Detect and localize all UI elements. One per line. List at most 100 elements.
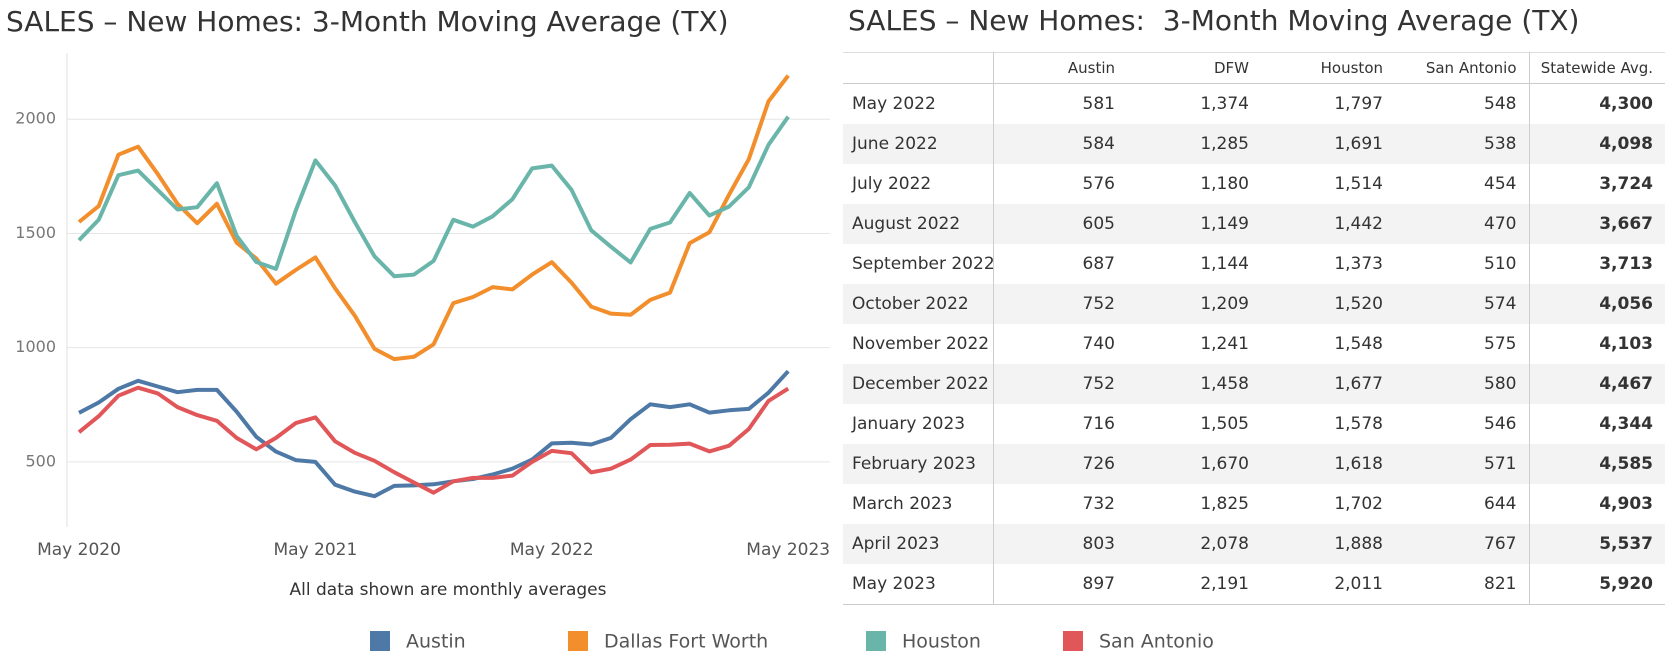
table-row: January 2023 716 1,505 1,578 546 4,344 [843, 404, 1665, 444]
y-tick-label: 1500 [15, 223, 56, 242]
legend-swatch [866, 631, 886, 651]
table-cell: 732 [1082, 494, 1115, 514]
table-cell: 740 [1082, 334, 1115, 354]
row-label: October 2022 [843, 284, 994, 324]
table-cell: 716 [1082, 414, 1115, 434]
table-cell: 3,713 [1528, 244, 1665, 284]
row-label: September 2022 [843, 244, 995, 284]
column-header: San Antonio [1395, 52, 1529, 84]
table-cell: 470 [1395, 204, 1529, 244]
table-row: May 2022 581 1,374 1,797 548 4,300 [843, 83, 1665, 124]
table-cell: 644 [1484, 494, 1517, 514]
table-cell: 571 [1395, 444, 1529, 484]
table-cell: 4,903 [1528, 484, 1665, 524]
row-label: July 2022 [843, 164, 994, 204]
column-header: DFW [1127, 52, 1261, 84]
legend-label: Houston [902, 631, 981, 653]
table-cell: 1,797 [1334, 94, 1383, 114]
table-cell: 1,285 [1127, 124, 1261, 164]
table-cell: 454 [1484, 174, 1517, 194]
table-cell: 584 [993, 124, 1127, 164]
x-tick-label: May 2021 [273, 540, 357, 560]
table-row: October 2022 752 1,209 1,520 574 4,056 [843, 284, 1665, 324]
table-row: September 2022 687 1,144 1,373 510 3,713 [843, 244, 1665, 284]
table-cell: 4,467 [1528, 364, 1665, 404]
column-header: Houston [1261, 52, 1395, 84]
row-label: May 2022 [843, 83, 994, 124]
table-cell: 4,103 [1528, 324, 1665, 364]
annotation: All data shown are monthly averages [290, 580, 607, 600]
x-tick-label: May 2020 [37, 540, 121, 560]
table-cell: 2,191 [1200, 574, 1249, 594]
table-cell: 1,677 [1261, 364, 1395, 404]
table-cell: 4,098 [1528, 124, 1665, 164]
table-row: November 2022 740 1,241 1,548 575 4,103 [843, 324, 1665, 364]
legend-swatch [370, 631, 390, 651]
row-label: December 2022 [843, 364, 994, 404]
x-tick-label: May 2022 [510, 540, 594, 560]
table-row: February 2023 726 1,670 1,618 571 4,585 [843, 444, 1665, 484]
table-cell: 803 [993, 524, 1127, 564]
y-tick-label: 2000 [15, 109, 56, 128]
header-cell [843, 52, 994, 84]
table-cell: 581 [1082, 94, 1115, 114]
table-cell: 1,548 [1334, 334, 1383, 354]
column-header: Austin [993, 52, 1127, 84]
table-cell: 1,670 [1127, 444, 1261, 484]
table-cell: 580 [1395, 364, 1529, 404]
table-row: August 2022 605 1,149 1,442 470 3,667 [843, 204, 1665, 244]
table-row: March 2023 732 1,825 1,702 644 4,903 [843, 484, 1665, 524]
table-cell: 687 [1082, 254, 1115, 274]
x-tick-label: May 2023 [746, 540, 830, 560]
table-cell: 1,374 [1200, 94, 1249, 114]
legend-swatch [1063, 631, 1083, 651]
table-cell: 1,442 [1261, 204, 1395, 244]
table-cell: 1,520 [1261, 284, 1395, 324]
series-line [77, 74, 790, 362]
table-cell: 1,888 [1261, 524, 1395, 564]
table-cell: 575 [1484, 334, 1517, 354]
table-cell: 4,585 [1528, 444, 1665, 484]
table-cell: 1,458 [1127, 364, 1261, 404]
table-cell: 538 [1395, 124, 1529, 164]
row-label: April 2023 [843, 524, 994, 564]
table-cell: 4,300 [1528, 83, 1665, 124]
table-cell: 546 [1484, 414, 1517, 434]
table-cell: 605 [993, 204, 1127, 244]
table-row: June 2022 584 1,285 1,691 538 4,098 [843, 124, 1665, 164]
table-cell: 1,144 [1200, 254, 1249, 274]
legend-label: Dallas Fort Worth [604, 631, 768, 653]
chart-title: SALES – New Homes: 3-Month Moving Averag… [6, 5, 729, 38]
table-cell: 2,011 [1334, 574, 1383, 594]
table-cell: 1,505 [1200, 414, 1249, 434]
series-line [77, 115, 790, 279]
table-cell: 1,825 [1200, 494, 1249, 514]
table-cell: 4,056 [1528, 284, 1665, 324]
column-header: Statewide Avg. [1528, 52, 1665, 84]
row-label: March 2023 [843, 484, 994, 524]
row-label: January 2023 [843, 404, 994, 444]
table-cell: 1,373 [1334, 254, 1383, 274]
table-cell: 4,344 [1528, 404, 1665, 444]
table-cell: 821 [1484, 574, 1517, 594]
header-row: Austin DFW Houston San Antonio Statewide Avg… [843, 52, 1665, 84]
y-tick-label: 500 [25, 451, 56, 470]
table-cell: 548 [1484, 94, 1517, 114]
row-label: February 2023 [843, 444, 994, 484]
row-label: November 2022 [843, 324, 994, 364]
table-cell: 1,180 [1200, 174, 1249, 194]
legend-label: San Antonio [1099, 631, 1214, 653]
table-cell: 1,702 [1334, 494, 1383, 514]
table-row: July 2022 576 1,180 1,514 454 3,724 [843, 164, 1665, 204]
table-row: April 2023 803 2,078 1,888 767 5,537 [843, 524, 1665, 564]
table-title: SALES – New Homes: 3-Month Moving Averag… [848, 4, 1580, 37]
table-cell: 1,149 [1127, 204, 1261, 244]
table-row: May 2023 897 2,191 2,011 821 5,920 [843, 564, 1665, 605]
table-cell: 767 [1395, 524, 1529, 564]
row-label: May 2023 [843, 564, 994, 605]
table-cell: 1,578 [1334, 414, 1383, 434]
table-cell: 752 [993, 284, 1127, 324]
y-tick-label: 1000 [15, 337, 56, 356]
